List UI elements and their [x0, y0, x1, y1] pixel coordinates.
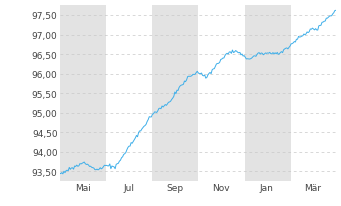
- Bar: [152, 6, 198, 181]
- Bar: [60, 6, 106, 181]
- Bar: [336, 6, 337, 181]
- Bar: [244, 6, 291, 181]
